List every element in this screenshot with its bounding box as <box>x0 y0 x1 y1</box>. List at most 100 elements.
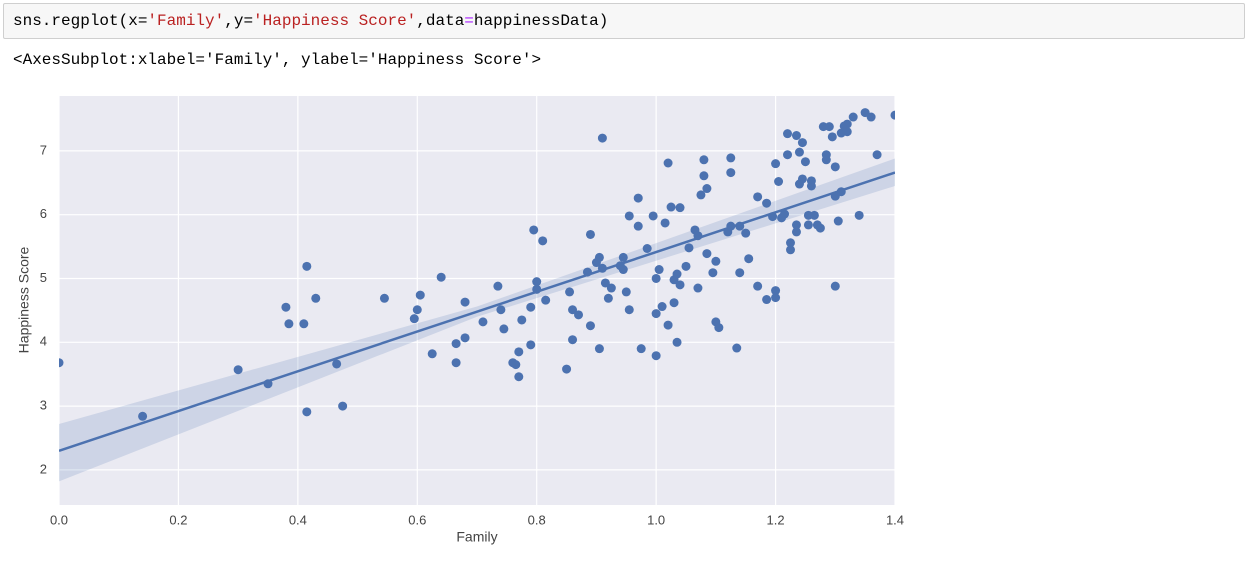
data-point <box>672 337 682 347</box>
data-point <box>585 229 595 239</box>
data-point <box>660 218 670 228</box>
x-tick-label: 0.4 <box>289 512 307 527</box>
data-point <box>726 153 736 163</box>
y-tick-label: 6 <box>40 206 47 221</box>
data-point <box>412 305 422 315</box>
data-point <box>666 202 676 212</box>
data-point <box>633 221 643 231</box>
data-point <box>771 286 781 296</box>
data-point <box>753 281 763 291</box>
data-point <box>797 138 807 148</box>
data-point <box>762 295 772 305</box>
code-token: = <box>464 12 474 30</box>
data-point <box>824 122 834 132</box>
y-tick-label: 4 <box>40 334 47 349</box>
data-point <box>684 243 694 253</box>
data-point <box>532 277 542 287</box>
data-point <box>138 411 148 421</box>
data-point <box>541 295 551 305</box>
data-point <box>699 155 709 165</box>
data-point <box>427 349 437 359</box>
data-point <box>699 171 709 181</box>
data-point <box>681 261 691 271</box>
data-point <box>783 129 793 139</box>
data-point <box>711 256 721 266</box>
data-point <box>780 209 790 219</box>
data-point <box>762 198 772 208</box>
y-tick-label: 7 <box>40 142 47 157</box>
data-point <box>833 216 843 226</box>
data-point <box>499 324 509 334</box>
data-point <box>496 305 506 315</box>
data-point <box>702 184 712 194</box>
data-point <box>514 372 524 382</box>
data-point <box>848 112 858 122</box>
data-point <box>302 407 312 417</box>
x-tick-label: 0.2 <box>169 512 187 527</box>
data-point <box>741 228 751 238</box>
data-point <box>574 310 584 320</box>
data-point <box>815 223 825 233</box>
chart: 0.0 0.2 0.4 0.6 0.8 1.0 1.2 1.4 2 3 4 5 6 7 Family Ha… <box>16 96 904 545</box>
x-tick-label: 0.8 <box>528 512 546 527</box>
data-point <box>786 238 795 248</box>
code-token: happinessData) <box>473 12 609 30</box>
plot-background <box>59 96 895 505</box>
data-point <box>233 365 243 375</box>
data-point <box>636 344 646 354</box>
data-point <box>284 319 294 329</box>
data-point <box>797 174 807 184</box>
data-point <box>624 211 634 221</box>
data-point <box>735 268 745 278</box>
x-tick-label: 0.6 <box>408 512 426 527</box>
data-point <box>657 302 667 312</box>
data-point <box>311 293 321 303</box>
y-tick-label: 5 <box>40 270 47 285</box>
data-point <box>59 358 64 368</box>
y-tick-label: 3 <box>40 398 47 413</box>
data-point <box>618 265 628 275</box>
data-point <box>436 272 446 282</box>
data-point <box>460 297 470 307</box>
data-point <box>600 278 610 288</box>
data-point <box>338 401 348 411</box>
data-point <box>791 220 801 230</box>
data-point <box>669 298 679 308</box>
data-point <box>651 351 661 361</box>
code-cell[interactable]: sns.regplot(x='Family',y='Happiness Scor… <box>3 3 1245 39</box>
data-point <box>744 254 754 264</box>
data-point <box>708 268 718 278</box>
data-point <box>821 155 831 165</box>
data-point <box>693 283 703 293</box>
data-point <box>511 360 521 370</box>
data-point <box>493 281 503 291</box>
data-point <box>621 287 631 297</box>
data-point <box>794 147 804 157</box>
code: sns.regplot(x='Family',y='Happiness Scor… <box>13 12 608 30</box>
data-point <box>642 243 652 253</box>
data-point <box>648 211 658 221</box>
data-point <box>842 119 852 129</box>
data-point <box>651 273 661 283</box>
data-point <box>538 236 548 246</box>
data-point <box>565 287 575 297</box>
x-tick-label: 1.0 <box>647 512 665 527</box>
data-point <box>409 314 419 324</box>
data-point <box>594 344 604 354</box>
data-point <box>526 302 536 312</box>
data-point <box>451 339 461 349</box>
data-point <box>771 293 781 303</box>
data-point <box>783 150 793 160</box>
code-token: ,data <box>416 12 465 30</box>
data-point <box>774 177 784 187</box>
data-point <box>803 220 813 230</box>
data-point <box>806 181 816 191</box>
data-point <box>568 335 578 345</box>
data-point <box>696 190 706 200</box>
data-point <box>663 158 673 168</box>
code-token: 'Happiness Score' <box>253 12 417 30</box>
data-point <box>618 252 628 262</box>
data-point <box>597 133 607 143</box>
data-point <box>529 225 539 235</box>
data-point <box>562 364 572 374</box>
